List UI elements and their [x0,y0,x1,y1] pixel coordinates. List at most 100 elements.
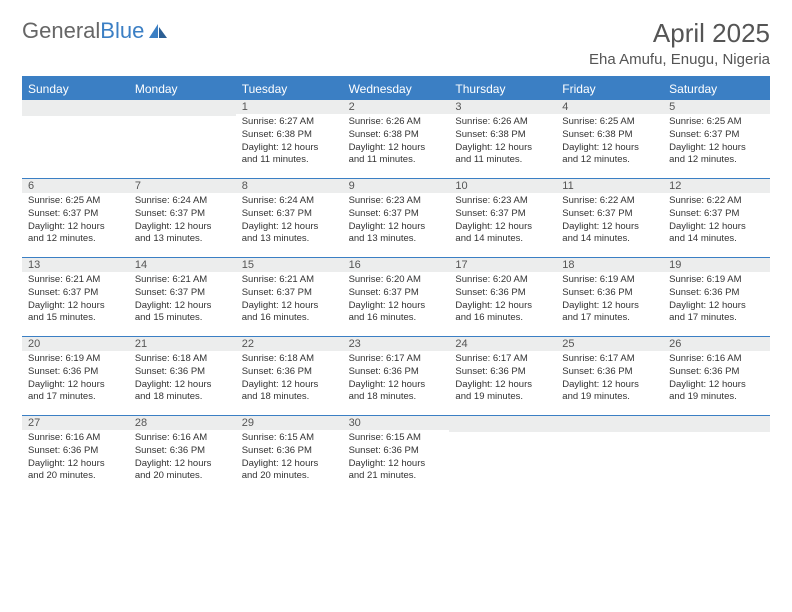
sunrise-text: Sunrise: 6:22 AM [669,195,764,208]
sunrise-text: Sunrise: 6:25 AM [669,116,764,129]
day-header-cell: Friday [556,78,663,100]
sunset-text: Sunset: 6:36 PM [669,287,764,300]
sunset-text: Sunset: 6:36 PM [455,287,550,300]
sunrise-text: Sunrise: 6:25 AM [28,195,123,208]
day-body: Sunrise: 6:26 AMSunset: 6:38 PMDaylight:… [449,114,556,171]
day-number: 27 [22,416,129,430]
day-header-cell: Wednesday [343,78,450,100]
day-body: Sunrise: 6:15 AMSunset: 6:36 PMDaylight:… [236,430,343,487]
day-number: 1 [236,100,343,114]
day-body: Sunrise: 6:16 AMSunset: 6:36 PMDaylight:… [663,351,770,408]
sunrise-text: Sunrise: 6:17 AM [455,353,550,366]
day-cell: 4Sunrise: 6:25 AMSunset: 6:38 PMDaylight… [556,100,663,178]
day-body: Sunrise: 6:19 AMSunset: 6:36 PMDaylight:… [22,351,129,408]
day-number: 25 [556,337,663,351]
day-cell: 23Sunrise: 6:17 AMSunset: 6:36 PMDayligh… [343,337,450,415]
sunrise-text: Sunrise: 6:17 AM [349,353,444,366]
day-body: Sunrise: 6:22 AMSunset: 6:37 PMDaylight:… [663,193,770,250]
day-number: 22 [236,337,343,351]
sunset-text: Sunset: 6:36 PM [669,366,764,379]
day-cell: 7Sunrise: 6:24 AMSunset: 6:37 PMDaylight… [129,179,236,257]
location: Eha Amufu, Enugu, Nigeria [589,51,770,68]
day-header-row: SundayMondayTuesdayWednesdayThursdayFrid… [22,78,770,100]
sunrise-text: Sunrise: 6:19 AM [562,274,657,287]
day-cell [22,100,129,178]
sunset-text: Sunset: 6:37 PM [349,287,444,300]
week-row: 6Sunrise: 6:25 AMSunset: 6:37 PMDaylight… [22,178,770,257]
sunset-text: Sunset: 6:37 PM [242,287,337,300]
day-cell: 27Sunrise: 6:16 AMSunset: 6:36 PMDayligh… [22,416,129,494]
sunset-text: Sunset: 6:36 PM [349,445,444,458]
daylight-text: Daylight: 12 hours and 20 minutes. [242,458,337,484]
sunset-text: Sunset: 6:37 PM [455,208,550,221]
day-cell: 16Sunrise: 6:20 AMSunset: 6:37 PMDayligh… [343,258,450,336]
day-cell: 3Sunrise: 6:26 AMSunset: 6:38 PMDaylight… [449,100,556,178]
day-number [663,416,770,432]
sunset-text: Sunset: 6:36 PM [349,366,444,379]
sunset-text: Sunset: 6:36 PM [28,366,123,379]
day-number: 5 [663,100,770,114]
daylight-text: Daylight: 12 hours and 16 minutes. [455,300,550,326]
day-number: 28 [129,416,236,430]
day-body: Sunrise: 6:21 AMSunset: 6:37 PMDaylight:… [22,272,129,329]
sunrise-text: Sunrise: 6:16 AM [669,353,764,366]
day-number: 13 [22,258,129,272]
day-cell: 11Sunrise: 6:22 AMSunset: 6:37 PMDayligh… [556,179,663,257]
day-cell [129,100,236,178]
sunset-text: Sunset: 6:38 PM [562,129,657,142]
sunset-text: Sunset: 6:37 PM [28,208,123,221]
day-cell: 24Sunrise: 6:17 AMSunset: 6:36 PMDayligh… [449,337,556,415]
sunrise-text: Sunrise: 6:25 AM [562,116,657,129]
daylight-text: Daylight: 12 hours and 19 minutes. [455,379,550,405]
sunrise-text: Sunrise: 6:22 AM [562,195,657,208]
day-number [449,416,556,432]
daylight-text: Daylight: 12 hours and 15 minutes. [135,300,230,326]
day-number: 14 [129,258,236,272]
sunset-text: Sunset: 6:36 PM [562,366,657,379]
day-number: 21 [129,337,236,351]
daylight-text: Daylight: 12 hours and 19 minutes. [669,379,764,405]
day-number: 3 [449,100,556,114]
daylight-text: Daylight: 12 hours and 18 minutes. [135,379,230,405]
day-body: Sunrise: 6:18 AMSunset: 6:36 PMDaylight:… [129,351,236,408]
daylight-text: Daylight: 12 hours and 17 minutes. [669,300,764,326]
day-cell: 14Sunrise: 6:21 AMSunset: 6:37 PMDayligh… [129,258,236,336]
sunset-text: Sunset: 6:37 PM [135,287,230,300]
day-body: Sunrise: 6:22 AMSunset: 6:37 PMDaylight:… [556,193,663,250]
day-cell: 9Sunrise: 6:23 AMSunset: 6:37 PMDaylight… [343,179,450,257]
day-body: Sunrise: 6:17 AMSunset: 6:36 PMDaylight:… [556,351,663,408]
daylight-text: Daylight: 12 hours and 17 minutes. [28,379,123,405]
day-cell: 10Sunrise: 6:23 AMSunset: 6:37 PMDayligh… [449,179,556,257]
day-body: Sunrise: 6:24 AMSunset: 6:37 PMDaylight:… [236,193,343,250]
day-number: 30 [343,416,450,430]
day-cell: 22Sunrise: 6:18 AMSunset: 6:36 PMDayligh… [236,337,343,415]
sunset-text: Sunset: 6:36 PM [135,366,230,379]
day-cell: 19Sunrise: 6:19 AMSunset: 6:36 PMDayligh… [663,258,770,336]
sunset-text: Sunset: 6:37 PM [349,208,444,221]
day-cell: 30Sunrise: 6:15 AMSunset: 6:36 PMDayligh… [343,416,450,494]
day-header-cell: Saturday [663,78,770,100]
day-body: Sunrise: 6:16 AMSunset: 6:36 PMDaylight:… [129,430,236,487]
sunrise-text: Sunrise: 6:21 AM [135,274,230,287]
daylight-text: Daylight: 12 hours and 11 minutes. [349,142,444,168]
day-body: Sunrise: 6:21 AMSunset: 6:37 PMDaylight:… [129,272,236,329]
sunset-text: Sunset: 6:37 PM [669,129,764,142]
sunset-text: Sunset: 6:38 PM [242,129,337,142]
sunrise-text: Sunrise: 6:20 AM [455,274,550,287]
sunrise-text: Sunrise: 6:19 AM [669,274,764,287]
sail-icon [148,23,168,39]
day-number: 26 [663,337,770,351]
daylight-text: Daylight: 12 hours and 12 minutes. [28,221,123,247]
day-body: Sunrise: 6:19 AMSunset: 6:36 PMDaylight:… [556,272,663,329]
week-row: 1Sunrise: 6:27 AMSunset: 6:38 PMDaylight… [22,100,770,178]
sunset-text: Sunset: 6:36 PM [455,366,550,379]
daylight-text: Daylight: 12 hours and 13 minutes. [242,221,337,247]
daylight-text: Daylight: 12 hours and 14 minutes. [562,221,657,247]
daylight-text: Daylight: 12 hours and 12 minutes. [669,142,764,168]
sunset-text: Sunset: 6:36 PM [562,287,657,300]
day-cell: 25Sunrise: 6:17 AMSunset: 6:36 PMDayligh… [556,337,663,415]
day-number: 18 [556,258,663,272]
day-number: 20 [22,337,129,351]
day-body: Sunrise: 6:23 AMSunset: 6:37 PMDaylight:… [449,193,556,250]
daylight-text: Daylight: 12 hours and 13 minutes. [349,221,444,247]
